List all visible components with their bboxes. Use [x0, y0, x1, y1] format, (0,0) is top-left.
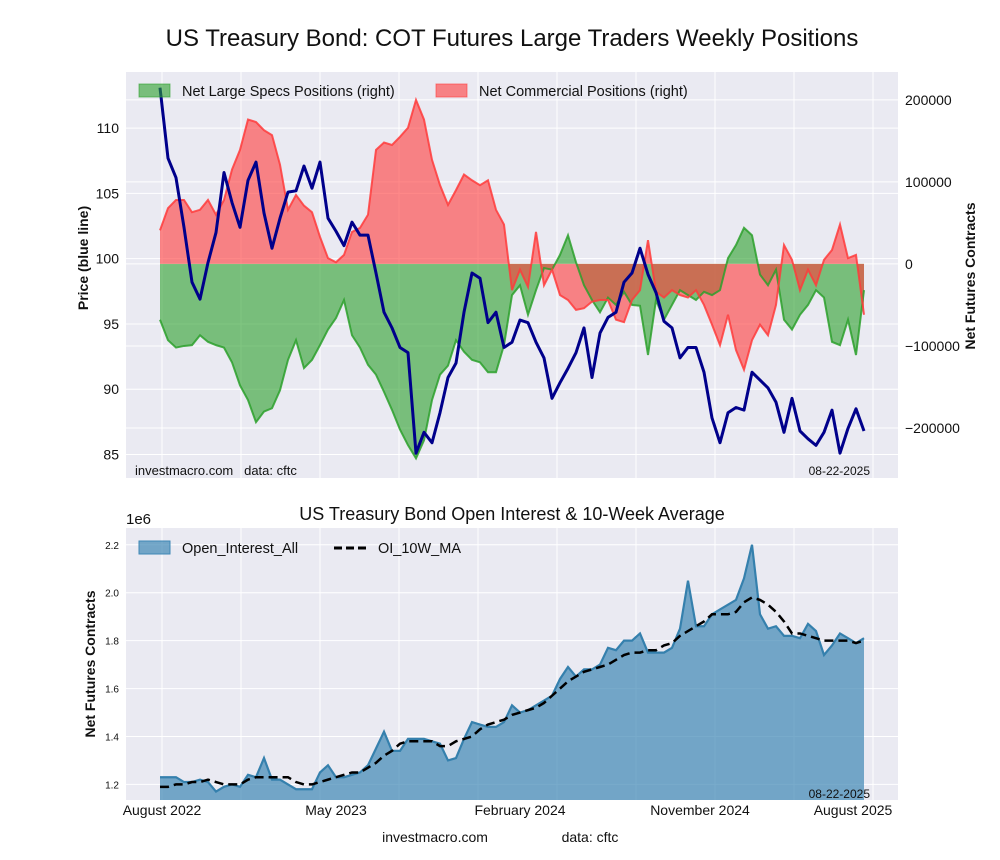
legend-swatch-open-interest	[138, 540, 171, 555]
price-tick-label: 85	[103, 447, 119, 463]
contracts-tick-label: 200000	[905, 92, 952, 108]
price-axis-ticks: 85 90 95 100 105 110	[96, 120, 120, 462]
positions-legend: Net Large Specs Positions (right) Net Co…	[138, 83, 688, 100]
contracts-tick-label: 0	[905, 256, 913, 272]
price-tick-label: 100	[96, 251, 120, 267]
large-specs-line	[159, 226, 865, 461]
legend-label-ma: OI_10W_MA	[378, 541, 461, 557]
x-tick-label: May 2023	[305, 802, 367, 818]
open-interest-tick-label: 2.0	[105, 589, 119, 600]
ma-line	[160, 596, 865, 789]
contracts-axis-ticks: −200000 −100000 0 100000 200000	[905, 92, 960, 436]
open-interest-panel: US Treasury Bond Open Interest & 10-Week…	[82, 504, 898, 818]
contracts-tick-label: −200000	[905, 420, 960, 436]
open-interest-line	[160, 544, 865, 794]
price-line	[158, 87, 866, 455]
y-scale-multiplier: 1e6	[126, 511, 151, 528]
contracts-axis-label: Net Futures Contracts	[962, 202, 978, 349]
x-tick-label: August 2022	[123, 802, 202, 818]
open-interest-y-ticks: 1.2 1.4 1.6 1.8 2.0 2.2	[105, 541, 119, 792]
watermark-source: investmacro.com data: cftc	[135, 463, 297, 478]
price-tick-label: 90	[103, 381, 119, 397]
date-annotation: 08-22-2025	[809, 464, 871, 478]
open-interest-tick-label: 1.6	[105, 685, 119, 696]
positions-lines	[158, 87, 866, 461]
open-interest-legend: Open_Interest_All OI_10W_MA	[138, 540, 461, 557]
commercial-area	[160, 99, 864, 370]
contracts-tick-label: −100000	[905, 338, 960, 354]
legend-swatch-commercial	[435, 83, 468, 98]
open-interest-tick-label: 2.2	[105, 541, 119, 552]
x-tick-label: August 2025	[814, 802, 893, 818]
legend-swatch-large-specs	[138, 83, 171, 98]
positions-fills	[160, 99, 864, 459]
open-interest-tick-label: 1.2	[105, 780, 119, 791]
open-interest-tick-label: 1.4	[105, 732, 119, 743]
open-interest-lines	[160, 544, 865, 794]
x-axis-ticks: August 2022 May 2023 February 2024 November…	[123, 802, 893, 818]
open-interest-tick-label: 1.8	[105, 637, 119, 648]
date-annotation-bottom: 08-22-2025	[809, 787, 871, 801]
footer-source: data: cftc	[562, 829, 619, 845]
legend-label-open-interest: Open_Interest_All	[182, 541, 298, 557]
price-tick-label: 105	[96, 185, 120, 201]
price-tick-label: 110	[97, 120, 120, 136]
legend-label-large-specs: Net Large Specs Positions (right)	[182, 84, 395, 100]
commercial-line	[159, 96, 865, 373]
legend-label-commercial: Net Commercial Positions (right)	[479, 84, 688, 100]
open-interest-axis-label: Net Futures Contracts	[82, 590, 98, 737]
footer-site: investmacro.com	[382, 829, 488, 845]
open-interest-title: US Treasury Bond Open Interest & 10-Week…	[299, 504, 725, 524]
x-tick-label: February 2024	[474, 802, 565, 818]
main-title: US Treasury Bond: COT Futures Large Trad…	[166, 25, 859, 52]
price-tick-label: 95	[103, 316, 119, 332]
positions-panel: 85 90 95 100 105 110 −200000 −100000 0 100000 200…	[75, 72, 978, 478]
price-axis-label: Price (blue line)	[75, 206, 91, 310]
open-interest-fills	[160, 544, 864, 800]
open-interest-area	[160, 544, 864, 800]
x-tick-label: November 2024	[650, 802, 750, 818]
contracts-tick-label: 100000	[905, 174, 952, 190]
